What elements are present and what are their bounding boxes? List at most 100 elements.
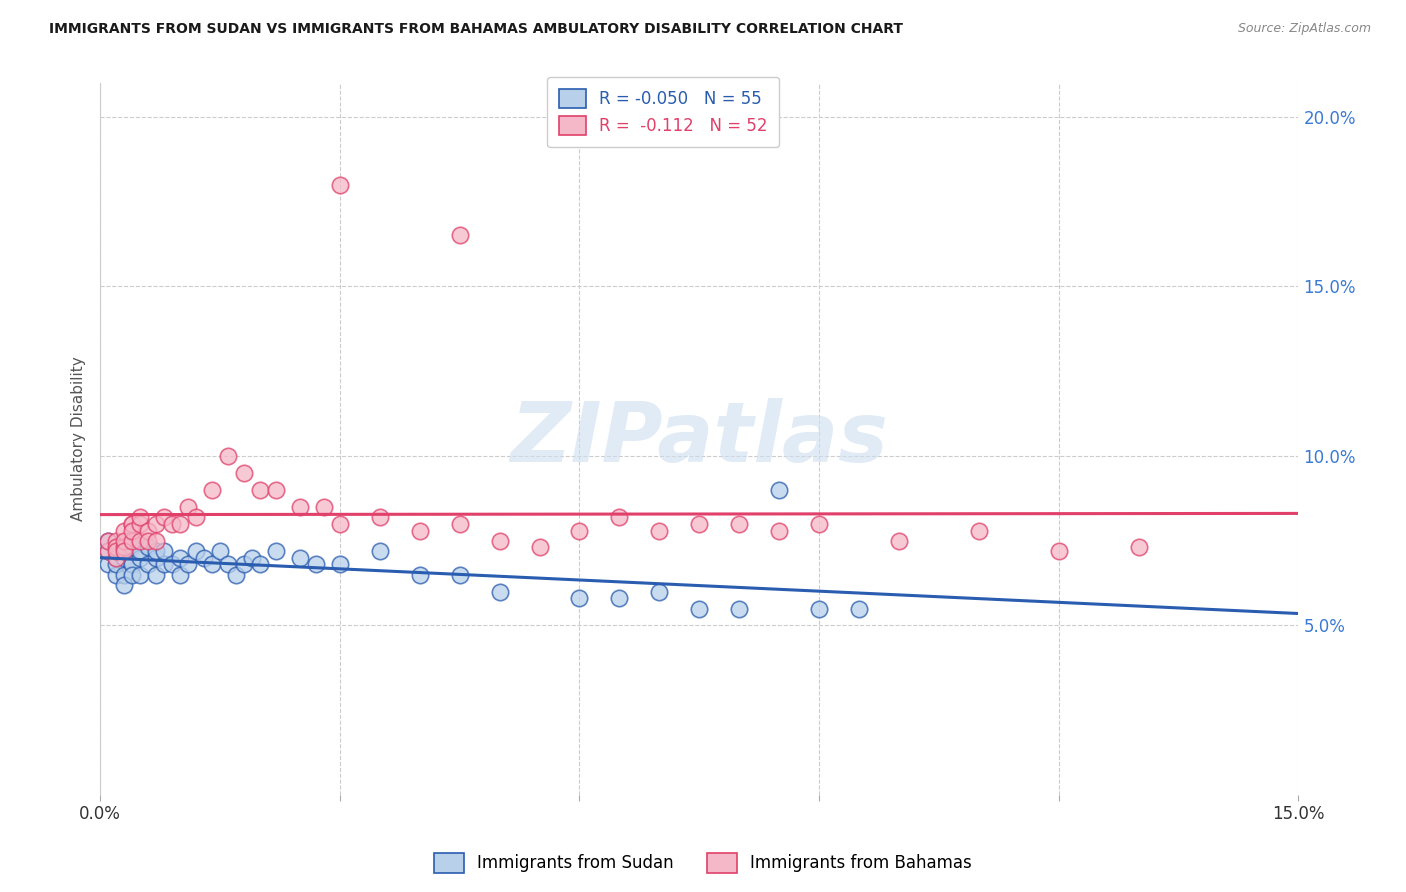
Point bbox=[808, 516, 831, 531]
Point bbox=[808, 601, 831, 615]
Point bbox=[112, 550, 135, 565]
Point bbox=[121, 533, 143, 548]
Point bbox=[112, 567, 135, 582]
Point bbox=[97, 544, 120, 558]
Point bbox=[105, 544, 128, 558]
Point bbox=[848, 601, 870, 615]
Point bbox=[887, 533, 910, 548]
Point bbox=[368, 544, 391, 558]
Point bbox=[232, 558, 254, 572]
Point bbox=[112, 544, 135, 558]
Point bbox=[768, 524, 790, 538]
Point bbox=[529, 541, 551, 555]
Point bbox=[169, 550, 191, 565]
Text: ZIPatlas: ZIPatlas bbox=[510, 399, 889, 480]
Point bbox=[488, 533, 510, 548]
Point bbox=[105, 533, 128, 548]
Y-axis label: Ambulatory Disability: Ambulatory Disability bbox=[72, 357, 86, 521]
Point bbox=[368, 510, 391, 524]
Point bbox=[449, 516, 471, 531]
Point bbox=[177, 500, 200, 514]
Point bbox=[129, 544, 152, 558]
Point bbox=[217, 558, 239, 572]
Point bbox=[105, 541, 128, 555]
Point bbox=[201, 558, 224, 572]
Point bbox=[288, 500, 311, 514]
Point bbox=[688, 601, 710, 615]
Point bbox=[112, 578, 135, 592]
Point bbox=[728, 601, 751, 615]
Point bbox=[264, 483, 287, 497]
Point bbox=[136, 533, 159, 548]
Point bbox=[648, 584, 671, 599]
Point bbox=[153, 510, 176, 524]
Point bbox=[568, 524, 591, 538]
Point bbox=[1047, 544, 1070, 558]
Point bbox=[105, 550, 128, 565]
Point bbox=[967, 524, 990, 538]
Text: IMMIGRANTS FROM SUDAN VS IMMIGRANTS FROM BAHAMAS AMBULATORY DISABILITY CORRELATI: IMMIGRANTS FROM SUDAN VS IMMIGRANTS FROM… bbox=[49, 22, 903, 37]
Point bbox=[97, 533, 120, 548]
Point bbox=[177, 558, 200, 572]
Point bbox=[768, 483, 790, 497]
Point bbox=[121, 516, 143, 531]
Point bbox=[305, 558, 328, 572]
Point bbox=[728, 516, 751, 531]
Point bbox=[121, 567, 143, 582]
Point bbox=[112, 544, 135, 558]
Point bbox=[136, 541, 159, 555]
Point bbox=[249, 558, 271, 572]
Point bbox=[329, 178, 352, 192]
Point bbox=[329, 516, 352, 531]
Point bbox=[568, 591, 591, 606]
Point bbox=[409, 524, 432, 538]
Point bbox=[153, 558, 176, 572]
Point bbox=[105, 541, 128, 555]
Point bbox=[240, 550, 263, 565]
Point bbox=[121, 524, 143, 538]
Point bbox=[184, 544, 207, 558]
Point bbox=[145, 544, 167, 558]
Point bbox=[145, 516, 167, 531]
Point bbox=[145, 567, 167, 582]
Point bbox=[97, 544, 120, 558]
Point bbox=[129, 567, 152, 582]
Point bbox=[225, 567, 247, 582]
Point bbox=[153, 544, 176, 558]
Point bbox=[145, 533, 167, 548]
Point bbox=[121, 558, 143, 572]
Point bbox=[488, 584, 510, 599]
Point bbox=[160, 516, 183, 531]
Point bbox=[97, 558, 120, 572]
Point bbox=[160, 558, 183, 572]
Point bbox=[288, 550, 311, 565]
Point bbox=[193, 550, 215, 565]
Point bbox=[105, 567, 128, 582]
Point bbox=[121, 541, 143, 555]
Point bbox=[449, 567, 471, 582]
Point bbox=[129, 550, 152, 565]
Point bbox=[105, 558, 128, 572]
Point bbox=[609, 591, 631, 606]
Point bbox=[449, 228, 471, 243]
Point bbox=[609, 510, 631, 524]
Legend: Immigrants from Sudan, Immigrants from Bahamas: Immigrants from Sudan, Immigrants from B… bbox=[427, 847, 979, 880]
Point bbox=[129, 510, 152, 524]
Point bbox=[232, 466, 254, 480]
Point bbox=[112, 541, 135, 555]
Point bbox=[217, 449, 239, 463]
Point bbox=[329, 558, 352, 572]
Point bbox=[121, 516, 143, 531]
Point bbox=[105, 550, 128, 565]
Point bbox=[208, 544, 231, 558]
Point bbox=[264, 544, 287, 558]
Point bbox=[312, 500, 335, 514]
Legend: R = -0.050   N = 55, R =  -0.112   N = 52: R = -0.050 N = 55, R = -0.112 N = 52 bbox=[547, 77, 779, 147]
Point bbox=[169, 516, 191, 531]
Point bbox=[249, 483, 271, 497]
Point bbox=[112, 541, 135, 555]
Point bbox=[97, 533, 120, 548]
Point bbox=[129, 533, 152, 548]
Point bbox=[201, 483, 224, 497]
Point bbox=[121, 558, 143, 572]
